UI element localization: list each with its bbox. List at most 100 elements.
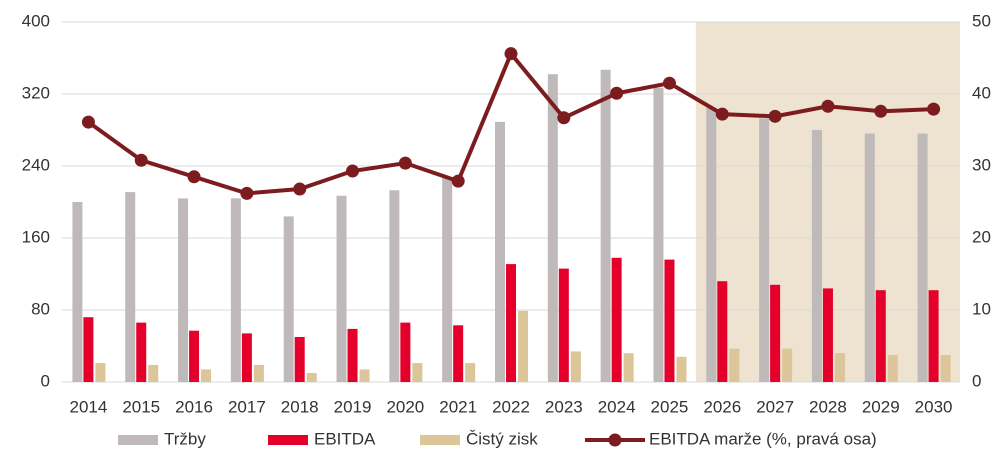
y-tick-label: 80 <box>31 299 50 318</box>
x-tick-label: 2015 <box>122 397 160 416</box>
bar <box>917 133 928 382</box>
legend-swatch <box>420 435 460 445</box>
bar <box>442 177 453 382</box>
bar <box>347 328 358 382</box>
x-tick-label: 2020 <box>386 397 424 416</box>
x-tick-label: 2021 <box>439 397 477 416</box>
bar <box>294 337 305 382</box>
bar <box>834 353 845 382</box>
x-tick-label: 2029 <box>862 397 900 416</box>
line-point <box>346 164 360 178</box>
line-point <box>610 86 624 100</box>
bar <box>241 333 252 382</box>
y2-tick-label: 10 <box>972 299 991 318</box>
bar <box>400 322 411 382</box>
line-point <box>768 109 782 123</box>
line-point <box>134 153 148 167</box>
line-point <box>821 99 835 113</box>
bar <box>95 363 106 382</box>
x-tick-label: 2028 <box>809 397 847 416</box>
bar <box>759 118 770 383</box>
y-tick-label: 400 <box>22 11 50 30</box>
line-point <box>662 76 676 90</box>
line-point <box>187 170 201 184</box>
line-point <box>451 174 465 188</box>
bar <box>623 353 634 382</box>
x-tick-label: 2018 <box>281 397 319 416</box>
legend-swatch <box>608 433 622 447</box>
line-point <box>398 156 412 170</box>
bar <box>389 190 400 382</box>
y-tick-label: 160 <box>22 227 50 246</box>
bar <box>465 363 476 382</box>
bar <box>306 373 317 382</box>
bar <box>864 133 875 382</box>
legend-label: EBITDA <box>314 429 376 448</box>
legend-label: Tržby <box>164 429 206 448</box>
y2-tick-label: 20 <box>972 227 991 246</box>
bar <box>822 288 833 382</box>
bar <box>676 356 687 382</box>
bar <box>811 130 822 382</box>
bar <box>125 192 136 382</box>
bar <box>72 202 83 382</box>
x-tick-label: 2023 <box>545 397 583 416</box>
bar <box>136 322 147 382</box>
line-point <box>293 182 307 196</box>
y-tick-label: 320 <box>22 83 50 102</box>
bar <box>600 69 611 382</box>
bar <box>178 198 189 382</box>
y-tick-label: 240 <box>22 155 50 174</box>
bar <box>875 290 886 382</box>
bar <box>940 355 951 382</box>
y2-tick-label: 30 <box>972 155 991 174</box>
bar <box>547 74 558 382</box>
bar <box>570 351 581 382</box>
bar <box>518 310 528 382</box>
x-tick-label: 2022 <box>492 397 530 416</box>
bar <box>770 284 781 382</box>
bar <box>83 317 94 382</box>
bar <box>148 364 159 382</box>
line-point <box>715 107 729 121</box>
bar <box>283 216 294 382</box>
y2-tick-label: 50 <box>972 11 991 30</box>
legend-swatch <box>268 435 308 445</box>
bar <box>412 363 423 382</box>
y2-tick-label: 0 <box>972 371 981 390</box>
line-point <box>81 115 95 129</box>
x-tick-label: 2030 <box>915 397 953 416</box>
line-point <box>240 186 254 200</box>
bar <box>653 87 664 382</box>
bar <box>359 369 370 382</box>
bar <box>453 325 464 382</box>
x-tick-label: 2026 <box>703 397 741 416</box>
legend-label: Čistý zisk <box>466 429 538 448</box>
line-point <box>557 111 571 125</box>
y2-tick-label: 40 <box>972 83 991 102</box>
bar <box>928 290 939 382</box>
x-tick-label: 2016 <box>175 397 213 416</box>
y-tick-label: 0 <box>41 371 50 390</box>
bar <box>201 369 212 382</box>
bar <box>611 257 622 382</box>
bar <box>729 348 740 382</box>
bar <box>336 195 347 382</box>
bar <box>230 198 241 382</box>
line-point <box>504 47 518 61</box>
legend-swatch <box>118 435 158 445</box>
x-tick-label: 2024 <box>598 397 636 416</box>
bar <box>558 268 569 382</box>
x-tick-label: 2019 <box>334 397 372 416</box>
bar <box>664 259 675 382</box>
x-tick-label: 2027 <box>756 397 794 416</box>
x-tick-label: 2014 <box>69 397 107 416</box>
bar <box>717 281 728 382</box>
bar <box>495 121 505 383</box>
line-point <box>874 104 888 118</box>
bar <box>887 355 898 382</box>
bar <box>506 264 516 382</box>
bar <box>189 330 200 382</box>
legend-label: EBITDA marže (%, pravá osa) <box>649 429 877 448</box>
